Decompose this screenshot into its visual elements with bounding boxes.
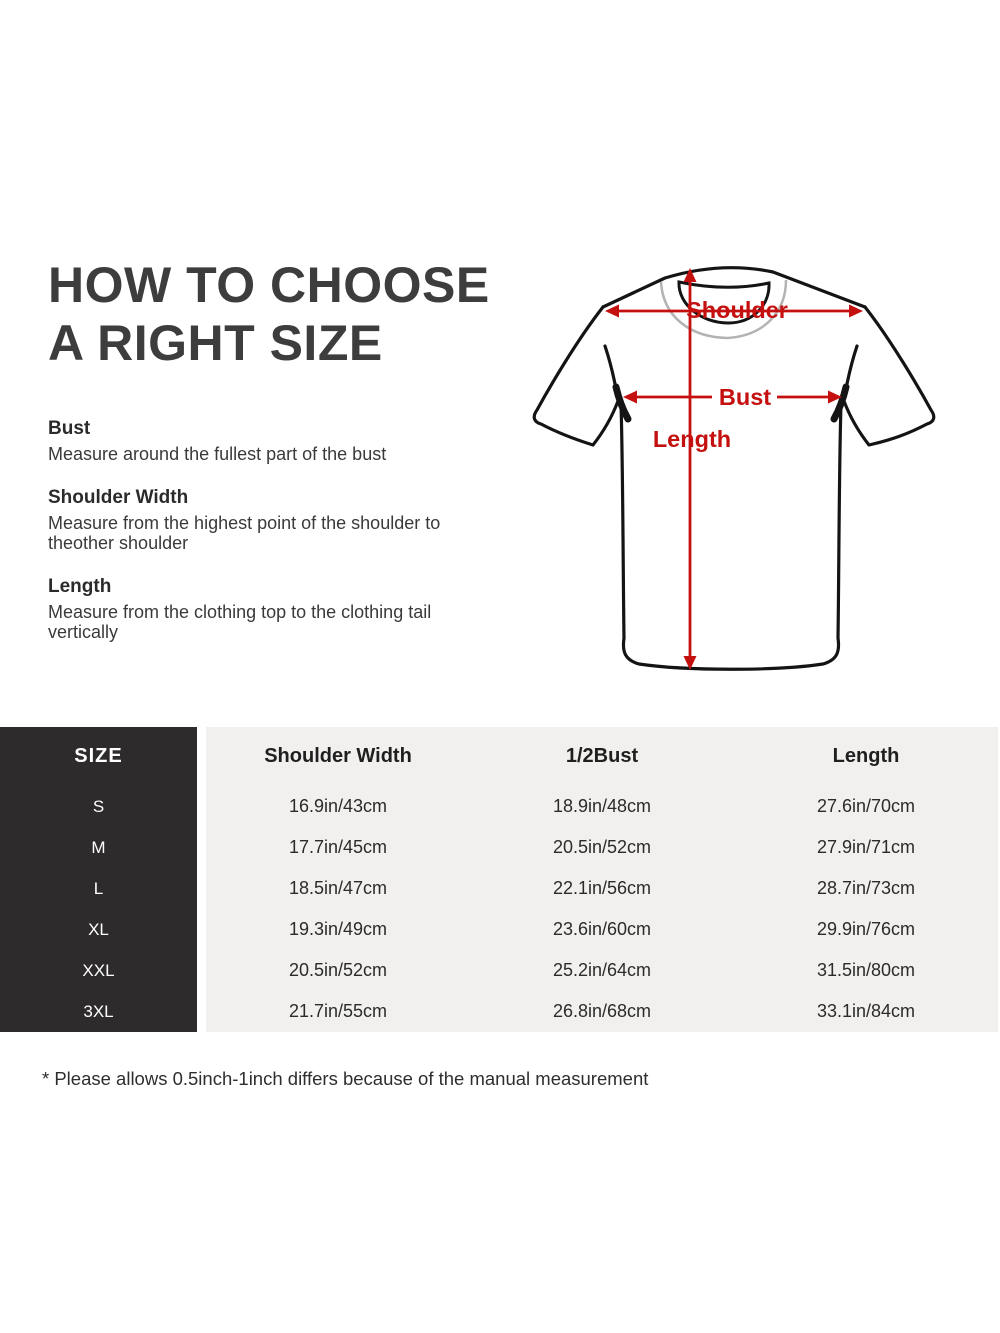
table-cell-m-bust: 20.5in/52cm [552,837,652,857]
instruction-length-desc: Measure from the clothing top to the clo… [48,602,432,642]
table-cell-s-length: 27.6in/70cm [816,796,916,816]
tshirt-shoulder-line [601,266,867,309]
column-header-half-bust: 1/2Bust [565,745,639,767]
collar-shadow [659,279,788,340]
table-cell-xl-shoulder: 19.3in/49cm [288,919,388,939]
bust-arrowhead-left [623,390,637,404]
instruction-length-title: Length [48,576,112,597]
page-title-line2: A RIGHT SIZE [48,315,383,371]
size-table-data-grid: Shoulder Width 1/2Bust Length 16.9in/43c… [206,727,998,1032]
tshirt-left-sleeve [532,305,620,447]
table-cell-3xl-length: 33.1in/84cm [816,1001,916,1021]
size-table-column-gap [197,727,206,1032]
length-label: Length [653,426,731,452]
table-cell-xxl-shoulder: 20.5in/52cm [288,960,388,980]
table-cell-m-length: 27.9in/71cm [816,837,916,857]
table-cell-xxl-length: 31.5in/80cm [816,960,916,980]
table-cell-xl-length: 29.9in/76cm [816,919,916,939]
table-cell-m-shoulder: 17.7in/45cm [288,837,388,857]
column-header-shoulder-width: Shoulder Width [264,745,412,767]
bust-label: Bust [719,384,771,410]
table-cell-s-bust: 18.9in/48cm [552,796,652,816]
tshirt-diagram-svg: Shoulder Bust Length [532,266,936,671]
size-label-s: S [92,796,105,816]
shoulder-label: Shoulder [686,297,788,323]
size-label-3xl: 3XL [83,1001,114,1021]
shoulder-arrowhead-left [605,304,619,318]
table-cell-l-length: 28.7in/73cm [816,878,916,898]
size-label-xxl: XXL [82,960,115,980]
table-cell-3xl-bust: 26.8in/68cm [552,1001,652,1021]
instruction-bust: Bust Measure around the fullest part of … [48,418,498,464]
instruction-length: Length Measure from the clothing top to … [48,576,498,642]
measure-instructions: Bust Measure around the fullest part of … [48,418,498,642]
shoulder-arrowhead-right [849,304,863,318]
size-table: SIZE S M L XL XXL 3XL Shoulder Width 1/2… [0,727,998,1032]
measurement-arrows [605,268,863,670]
tshirt-outline [532,266,936,671]
table-cell-xl-bust: 23.6in/60cm [552,919,652,939]
length-arrowhead-top [683,268,697,282]
table-cell-l-shoulder: 18.5in/47cm [288,878,388,898]
size-label-xl: XL [88,919,109,939]
tshirt-measurement-diagram: Shoulder Bust Length [505,240,945,690]
bust-arrowhead-right [828,390,842,404]
table-cell-l-bust: 22.1in/56cm [552,878,652,898]
table-cell-3xl-shoulder: 21.7in/55cm [288,1001,388,1021]
length-arrowhead-bottom [683,656,697,670]
table-cell-s-shoulder: 16.9in/43cm [288,796,388,816]
instruction-bust-desc: Measure around the fullest part of the b… [48,444,387,464]
tshirt-right-sleeve [842,305,936,447]
size-label-m: M [91,837,106,857]
tshirt-left-armpit [612,383,632,423]
tshirt-right-armpit [830,383,850,423]
instruction-bust-title: Bust [48,418,91,439]
size-table-size-column: SIZE S M L XL XXL 3XL [0,727,197,1032]
table-cell-xxl-bust: 25.2in/64cm [552,960,652,980]
measurement-disclaimer: * Please allows 0.5inch-1inch differs be… [42,1068,649,1089]
column-header-length: Length [832,745,900,767]
size-column-header: SIZE [74,745,123,767]
instruction-shoulder-desc: Measure from the highest point of the sh… [48,513,441,553]
instruction-shoulder: Shoulder Width Measure from the highest … [48,487,498,553]
page-title: HOW TO CHOOSE A RIGHT SIZE [48,256,490,372]
instruction-shoulder-title: Shoulder Width [48,487,189,508]
page-title-line1: HOW TO CHOOSE [48,257,490,313]
tshirt-body [619,402,843,671]
size-label-l: L [93,878,104,898]
